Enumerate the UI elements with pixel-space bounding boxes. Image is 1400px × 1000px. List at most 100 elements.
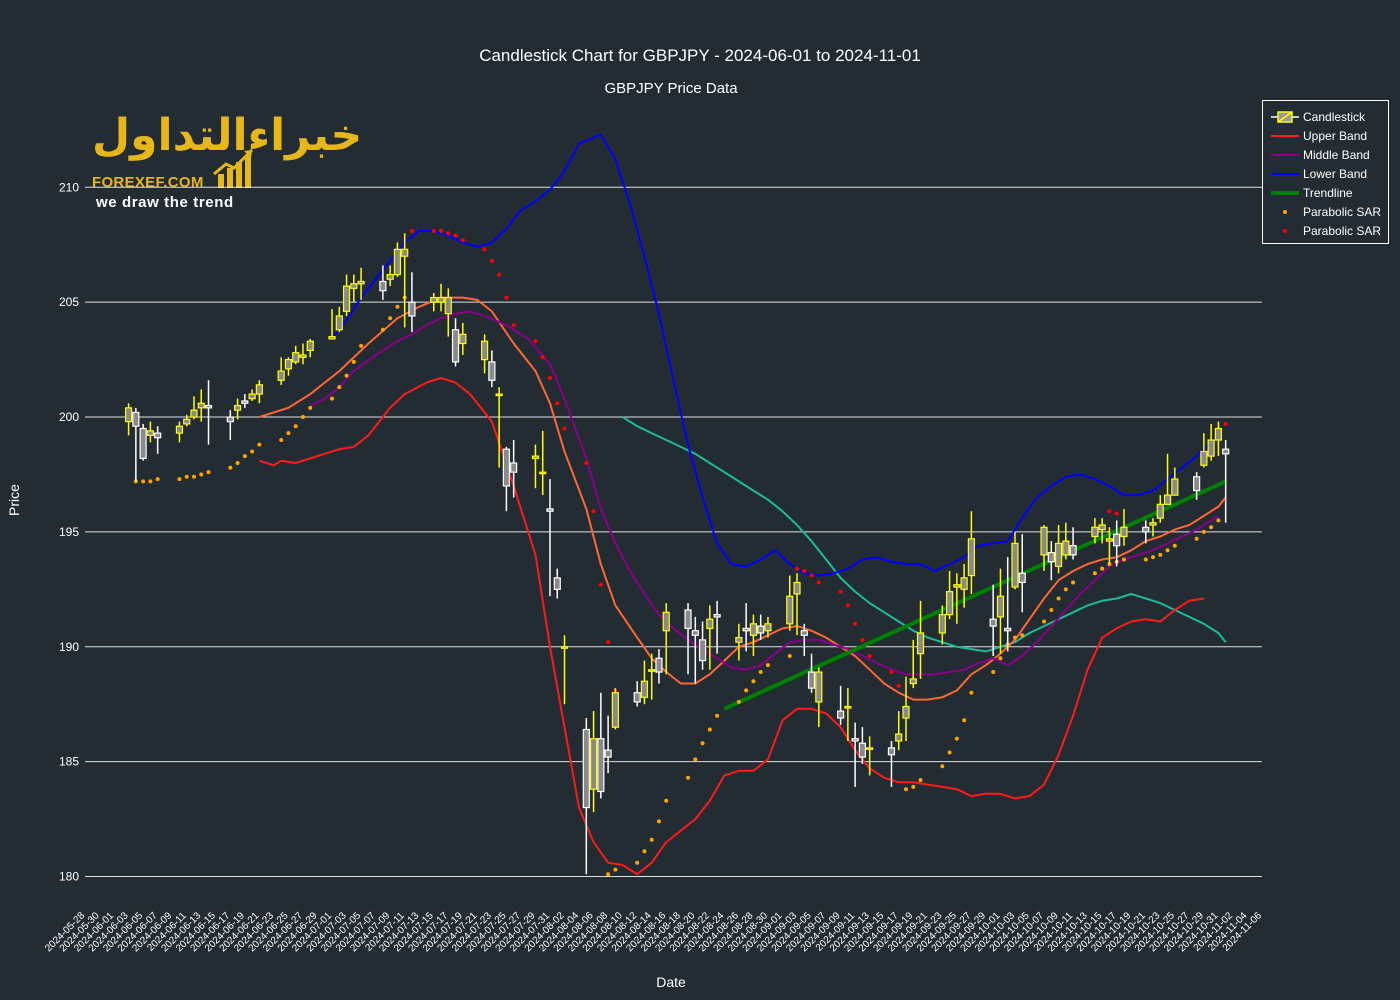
- legend-item-trendline[interactable]: Trendline: [1269, 183, 1387, 202]
- candle-body: [1054, 542, 1063, 567]
- candle-body: [430, 296, 438, 303]
- sar-point-above: [889, 670, 894, 675]
- sar-point-below: [155, 477, 160, 482]
- candle-body: [742, 627, 750, 632]
- candle-body: [786, 595, 794, 625]
- candle: [1200, 433, 1208, 468]
- candle-body: [1120, 526, 1128, 538]
- candle-body: [401, 248, 409, 257]
- sar-point-above: [1107, 509, 1112, 514]
- line-legend-icon: [1271, 134, 1299, 137]
- sar-point-below: [250, 449, 255, 454]
- candle-body: [299, 354, 307, 358]
- sar-point-below: [998, 656, 1003, 661]
- candle: [887, 740, 896, 787]
- candle: [793, 573, 801, 636]
- candle-body: [233, 404, 242, 411]
- sar-point-below: [736, 699, 741, 704]
- candle-body: [154, 432, 162, 439]
- upper-band-line: [259, 377, 1205, 876]
- candle: [284, 357, 293, 376]
- sar-point-above: [547, 375, 552, 380]
- candle-body: [553, 577, 561, 590]
- sar-point-below: [940, 764, 945, 769]
- forexef-logo: خبراءالتداول FOREXEF.COM we draw the tre…: [90, 110, 362, 214]
- candle-body: [1171, 478, 1179, 496]
- legend-item-middle-band[interactable]: Middle Band: [1269, 145, 1387, 164]
- sar-point-below: [184, 474, 189, 479]
- candle-body: [480, 340, 489, 361]
- candle: [742, 603, 750, 652]
- sar-point-above: [795, 566, 800, 571]
- sar-point-above: [606, 640, 611, 645]
- lower-band-line: [331, 133, 1220, 577]
- candle-body: [1047, 551, 1055, 563]
- candle: [437, 283, 445, 312]
- sar-point-above: [598, 582, 603, 587]
- candle: [1011, 531, 1019, 590]
- candle-body: [1200, 450, 1208, 466]
- sar-point-below: [337, 385, 342, 390]
- line-legend-icon: [1271, 172, 1299, 175]
- candle: [989, 584, 997, 656]
- legend-item-lower-band[interactable]: Lower Band: [1269, 164, 1387, 183]
- candle-body: [735, 636, 743, 643]
- sar-point-below: [903, 787, 908, 792]
- chart-title: Candlestick Chart for GBPJPY - 2024-06-0…: [479, 46, 921, 65]
- sar-point-below: [693, 757, 698, 762]
- sar-point-below: [700, 741, 705, 746]
- dot-legend-icon: [1283, 209, 1287, 214]
- candle-body: [350, 283, 358, 289]
- sar-point-below: [758, 670, 763, 675]
- candle: [401, 233, 409, 328]
- legend[interactable]: Candlestick Upper Band Middle Band Lower…: [1262, 100, 1389, 244]
- sar-point-above: [845, 603, 850, 608]
- candle: [1047, 541, 1055, 581]
- sar-point-above: [896, 683, 901, 688]
- candle-body: [175, 425, 184, 434]
- legend-item-sar-below[interactable]: Parabolic SAR: [1269, 202, 1387, 221]
- sar-point-below: [228, 465, 233, 470]
- sar-point-below: [177, 477, 182, 482]
- sar-point-below: [206, 470, 211, 475]
- legend-item-sar-above[interactable]: Parabolic SAR: [1269, 221, 1387, 240]
- candle: [1149, 518, 1157, 537]
- y-axis-label: Price: [5, 484, 22, 516]
- candle-body: [793, 581, 801, 595]
- sar-point-below: [751, 679, 756, 684]
- sar-point-above: [555, 401, 560, 406]
- logo-arabic-text: خبراءالتداول: [92, 110, 363, 161]
- candles: [124, 233, 1230, 875]
- candle: [292, 345, 300, 365]
- legend-label: Lower Band: [1303, 166, 1368, 181]
- sar-point-below: [300, 415, 305, 420]
- candle: [735, 623, 743, 661]
- y-tick-label: 180: [59, 870, 79, 884]
- candle-body: [589, 738, 598, 790]
- candle: [459, 322, 467, 356]
- sar-point-below: [1143, 557, 1148, 562]
- legend-label: Parabolic SAR: [1303, 204, 1382, 219]
- candle: [1193, 472, 1201, 500]
- legend-item-candlestick[interactable]: Candlestick: [1269, 107, 1387, 126]
- candle-body: [895, 733, 903, 742]
- candle-body: [284, 359, 293, 370]
- candle-body: [204, 404, 213, 409]
- legend-item-upper-band[interactable]: Upper Band: [1269, 126, 1387, 145]
- candle-body: [1018, 572, 1026, 584]
- candle: [604, 715, 612, 774]
- candle-body: [1193, 476, 1201, 492]
- candle-body: [488, 361, 496, 381]
- candle: [408, 272, 416, 333]
- teal-moving-average-line: [622, 416, 1227, 653]
- candle-body: [662, 611, 670, 632]
- candle-body: [277, 370, 285, 381]
- candle: [851, 722, 859, 787]
- candle-body: [902, 705, 910, 719]
- candle-body: [437, 296, 445, 303]
- candle: [1062, 522, 1070, 560]
- logo-brand-text: FOREXEF.COM: [92, 174, 204, 191]
- candle: [1207, 423, 1215, 461]
- sar-point-below: [344, 373, 349, 378]
- line-legend-icon: [1271, 190, 1299, 195]
